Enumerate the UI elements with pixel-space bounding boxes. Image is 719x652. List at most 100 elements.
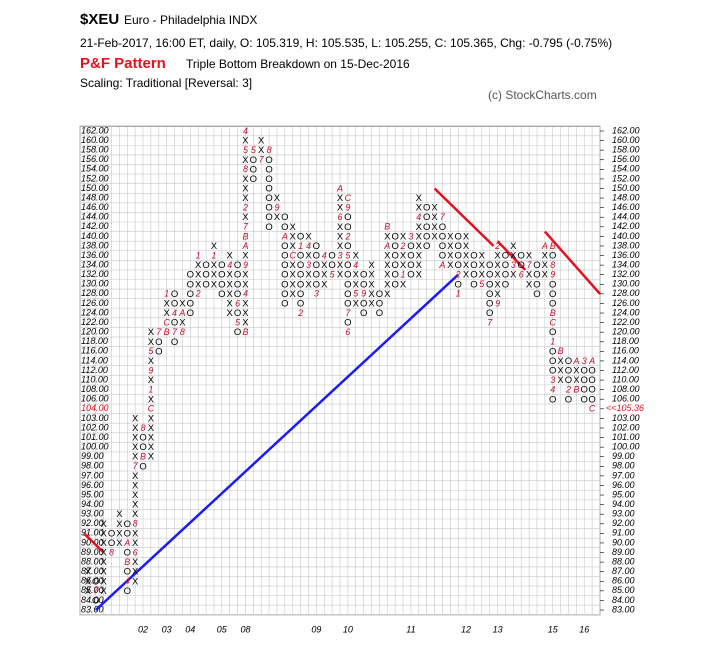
box: X	[227, 289, 234, 300]
box: O	[281, 260, 288, 271]
month-marker: 4	[306, 241, 311, 251]
pnf-column: O7O	[92, 576, 99, 606]
x-tick-label: 15	[548, 624, 559, 634]
box: O	[533, 260, 540, 271]
box: O	[391, 231, 398, 242]
month-marker: 9	[243, 260, 248, 270]
y-tick-label-left: 97.00	[81, 470, 104, 480]
box: X	[100, 567, 107, 578]
box: O	[423, 222, 430, 233]
box: X	[337, 193, 344, 204]
y-tick-label-left: 112.00	[81, 365, 108, 375]
box: X	[542, 270, 549, 281]
y-tick-label-left: 132.00	[81, 269, 109, 279]
box: O	[486, 298, 493, 309]
pnf-column: 8OO	[108, 528, 115, 557]
box: X	[416, 193, 423, 204]
y-tick-label-left: 87.00	[81, 566, 104, 576]
box: X	[195, 279, 202, 290]
box: X	[163, 308, 170, 319]
box: O	[281, 298, 288, 309]
y-tick-label-left: 114.00	[81, 355, 108, 365]
box: O	[439, 231, 446, 242]
box: X	[290, 260, 297, 271]
box: O	[565, 366, 572, 377]
month-marker: 5	[148, 346, 154, 356]
box: X	[368, 260, 375, 271]
month-marker: 8	[109, 547, 114, 557]
y-tick-label-right: 98.00	[612, 461, 635, 471]
box: O	[344, 241, 351, 252]
month-marker: B	[558, 346, 564, 356]
box: X	[100, 576, 107, 587]
month-marker: 3	[408, 231, 413, 241]
box: X	[227, 279, 234, 290]
box: X	[337, 270, 344, 281]
y-tick-label-left: 101.00	[81, 432, 109, 442]
box: X	[242, 183, 249, 194]
box: X	[337, 260, 344, 271]
box: O	[549, 356, 556, 367]
month-marker: A	[178, 308, 185, 318]
box: O	[313, 260, 320, 271]
resistance-line	[83, 532, 105, 554]
y-tick-label-left: 148.00	[81, 192, 109, 202]
box: X	[100, 548, 107, 559]
x-tick-label: 04	[185, 624, 195, 634]
box: O	[187, 289, 194, 300]
month-marker: C	[163, 317, 170, 327]
month-marker: A	[123, 538, 130, 548]
box: X	[431, 212, 438, 223]
box: X	[510, 270, 517, 281]
box: X	[290, 241, 297, 252]
y-tick-label-left: 83.00	[81, 604, 104, 614]
box: O	[297, 289, 304, 300]
box: X	[116, 538, 123, 549]
box: X	[116, 519, 123, 530]
month-marker: 8	[243, 164, 248, 174]
y-tick-label-left: 92.00	[81, 518, 104, 528]
month-marker: 9	[148, 365, 153, 375]
box: X	[227, 308, 234, 319]
box: X	[211, 279, 218, 290]
box: X	[85, 567, 92, 578]
box: X	[431, 231, 438, 242]
y-tick-label-right: 101.00	[612, 432, 640, 442]
x-tick-label: 16	[579, 624, 589, 634]
scaling: Scaling: Traditional [Reversal: 3]	[80, 76, 252, 90]
y-tick-label-left: 162.00	[81, 125, 109, 135]
month-marker: 1	[550, 337, 555, 347]
box: X	[179, 298, 186, 309]
box: O	[250, 155, 257, 166]
month-marker: 3	[550, 375, 555, 385]
y-tick-label-left: 142.00	[81, 221, 109, 231]
y-tick-label-right: 144.00	[612, 212, 640, 222]
box: O	[470, 251, 477, 262]
box: X	[132, 423, 139, 434]
box: O	[486, 289, 493, 300]
month-marker: 3	[306, 260, 311, 270]
box: O	[202, 270, 209, 281]
box: O	[344, 279, 351, 290]
month-marker: 2	[455, 270, 461, 280]
box: X	[494, 251, 501, 262]
y-tick-label-left: 89.00	[81, 547, 104, 557]
box: X	[274, 212, 281, 223]
box: X	[510, 241, 517, 252]
month-marker: 1	[456, 289, 461, 299]
box: O	[281, 289, 288, 300]
